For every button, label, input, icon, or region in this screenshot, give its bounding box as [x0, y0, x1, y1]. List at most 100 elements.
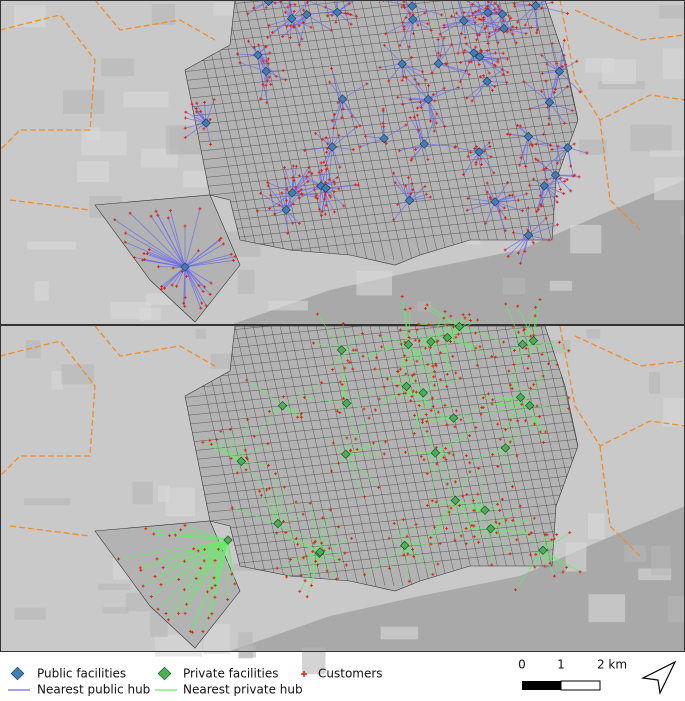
customer	[547, 116, 551, 120]
customer	[468, 461, 472, 465]
hub-link	[515, 550, 544, 591]
customer	[380, 345, 384, 349]
customer	[538, 415, 542, 419]
hub-link	[512, 520, 544, 551]
customer	[139, 568, 143, 572]
customer	[395, 384, 399, 388]
customer	[511, 32, 515, 36]
customer	[539, 204, 543, 208]
customer	[465, 493, 469, 497]
customer	[232, 258, 236, 262]
terrain-patch	[77, 161, 109, 183]
customer	[544, 166, 548, 170]
facility	[497, 9, 508, 19]
customer	[334, 20, 338, 24]
customer	[540, 71, 544, 75]
customer	[443, 310, 447, 314]
hub-link	[466, 81, 488, 99]
legend-label: Customers	[318, 667, 383, 681]
hub-link	[184, 266, 212, 284]
customer	[456, 51, 460, 55]
hub-link	[555, 146, 559, 176]
hub-link	[414, 79, 429, 100]
customer	[320, 541, 324, 545]
customer	[320, 169, 324, 173]
terrain-patch	[549, 280, 573, 291]
customer	[360, 332, 364, 336]
customer	[509, 28, 513, 32]
terrain-patch	[132, 481, 153, 505]
customer	[159, 583, 163, 587]
customer	[397, 393, 401, 397]
customer	[420, 420, 424, 424]
hub-link	[494, 201, 506, 231]
customer	[291, 164, 295, 168]
customer	[324, 136, 328, 140]
customer	[548, 561, 552, 565]
customer	[306, 180, 310, 184]
customer	[429, 542, 433, 546]
customer	[411, 188, 415, 192]
customer	[154, 209, 158, 213]
customer	[458, 504, 462, 508]
hub-link	[332, 349, 342, 370]
customer	[307, 170, 311, 174]
customer	[413, 413, 417, 417]
customer	[444, 62, 448, 66]
hub-link	[246, 379, 283, 407]
hub-link	[383, 0, 413, 7]
hub-link	[342, 98, 361, 127]
hub-link	[154, 539, 229, 577]
customer	[267, 463, 271, 467]
customer	[530, 144, 534, 148]
customer	[526, 206, 530, 210]
customer	[196, 549, 200, 553]
customer	[508, 440, 512, 444]
customer	[445, 372, 449, 376]
customer	[486, 5, 490, 9]
customer	[407, 336, 411, 340]
customer	[413, 148, 417, 152]
customer	[285, 24, 289, 28]
customer	[449, 506, 453, 510]
hub-link	[341, 349, 354, 370]
customer	[498, 437, 502, 441]
customer	[570, 109, 574, 113]
hub-link	[184, 256, 236, 268]
terrain-patch	[654, 177, 685, 201]
customer	[552, 574, 556, 578]
customer	[534, 157, 538, 161]
customer	[524, 419, 528, 423]
customer	[505, 57, 509, 61]
customer	[445, 482, 449, 486]
customer	[403, 354, 407, 358]
customer	[445, 385, 449, 389]
customer	[438, 542, 442, 546]
customer	[463, 316, 467, 320]
customer	[421, 70, 425, 74]
customer	[444, 526, 448, 530]
customer	[138, 566, 142, 570]
customer	[505, 30, 509, 34]
customer	[444, 446, 448, 450]
customer	[412, 372, 416, 376]
customer	[363, 134, 367, 138]
customer	[385, 377, 389, 381]
customer	[123, 240, 127, 244]
customer	[363, 573, 367, 577]
facility	[486, 523, 496, 534]
customer	[266, 442, 270, 446]
legend-label: Private facilities	[183, 667, 279, 681]
hub-link	[184, 237, 222, 268]
customer	[467, 434, 471, 438]
hub-link	[381, 344, 409, 348]
customer	[419, 455, 423, 459]
customer	[269, 193, 273, 197]
customer	[291, 221, 295, 225]
hub-link	[184, 524, 229, 541]
customer	[494, 51, 498, 55]
facility	[223, 535, 233, 545]
scale-segment	[522, 681, 561, 690]
facility	[490, 197, 500, 207]
customer	[449, 340, 453, 344]
